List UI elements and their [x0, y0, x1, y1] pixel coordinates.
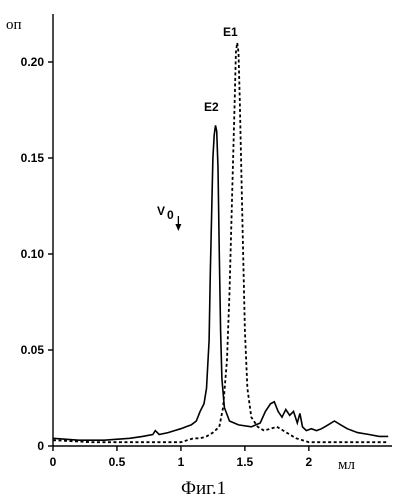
y-tick-label: 0.10: [21, 247, 45, 261]
series-line-e1: [53, 43, 388, 442]
x-tick-label: 2: [306, 455, 313, 469]
v0-arrow-head-icon: [175, 224, 181, 231]
x-tick-label: 1.5: [237, 455, 254, 469]
figure-caption: Фиг.1: [181, 478, 226, 499]
e1-peak-label: E1: [223, 25, 238, 39]
y-tick-label: 0: [37, 439, 44, 453]
x-tick-label: 0.5: [109, 455, 126, 469]
y-tick-label: 0.20: [21, 55, 45, 69]
series-layer: [53, 43, 388, 442]
x-axis-label: мл: [338, 457, 355, 473]
v0-marker: V 0: [157, 204, 181, 231]
v0-subscript: 0: [167, 208, 174, 222]
e2-peak-label: E2: [204, 100, 219, 114]
y-axis-label: оп: [6, 17, 22, 33]
x-tick-label: 1: [178, 455, 185, 469]
y-tick-label: 0.15: [21, 151, 45, 165]
series-line-e2: [53, 125, 388, 440]
v0-label: V: [157, 204, 165, 218]
axis-ticks: [48, 62, 309, 451]
y-tick-label: 0.05: [21, 343, 45, 357]
x-tick-label: 0: [50, 455, 57, 469]
